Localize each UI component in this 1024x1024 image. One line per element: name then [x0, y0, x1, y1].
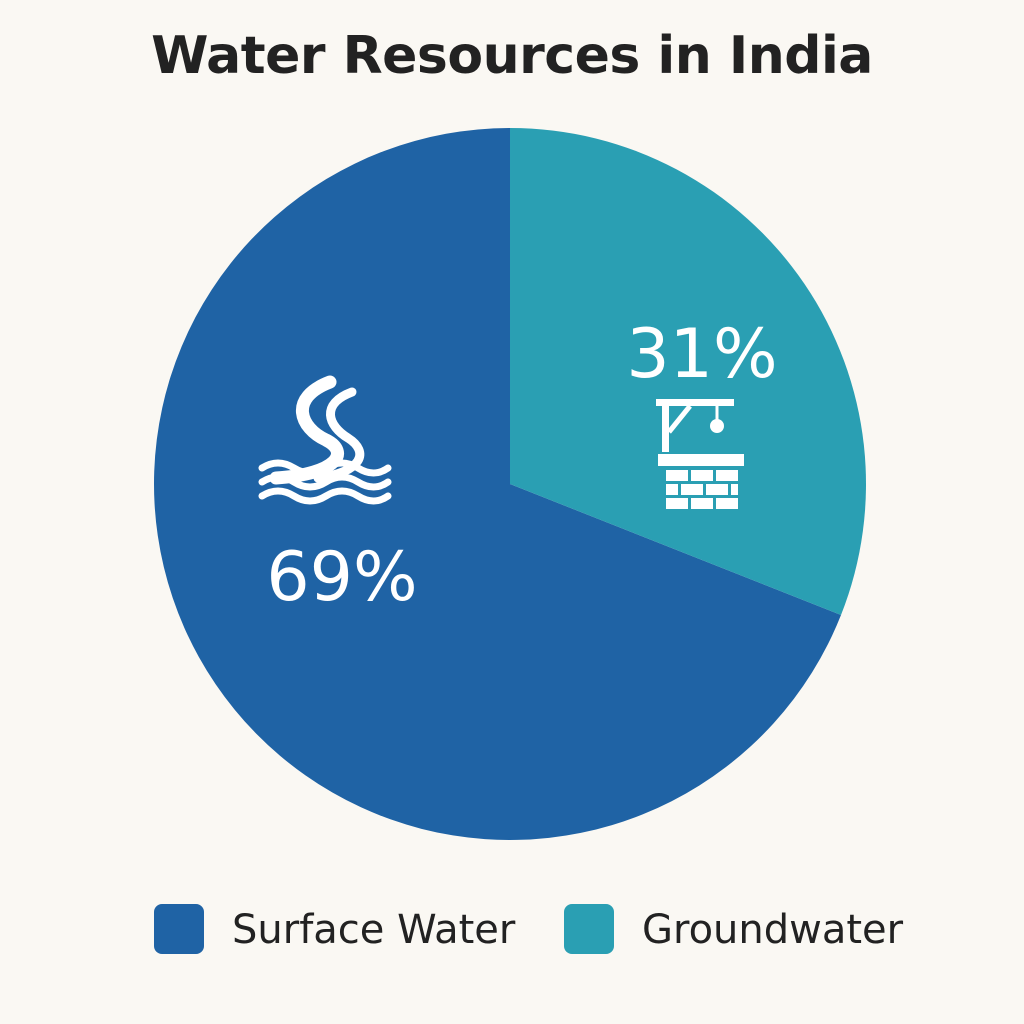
legend-label-surface-water: Surface Water — [232, 907, 516, 953]
slice-label-surface-water: 69% — [266, 538, 417, 617]
pie-slice-surface-water — [153, 128, 842, 840]
water-well-icon — [656, 399, 744, 509]
legend-swatch-surface-water — [154, 904, 204, 954]
legend-label-groundwater: Groundwater — [642, 907, 904, 953]
pie-slice-groundwater — [510, 128, 867, 616]
chart-title: Water Resources in India — [151, 26, 873, 86]
river-waves-icon — [258, 375, 392, 505]
pie-slices — [153, 128, 867, 840]
legend-swatch-groundwater — [564, 904, 614, 954]
legend: Surface Water Groundwater — [0, 898, 1024, 962]
slice-label-groundwater: 31% — [626, 315, 777, 394]
